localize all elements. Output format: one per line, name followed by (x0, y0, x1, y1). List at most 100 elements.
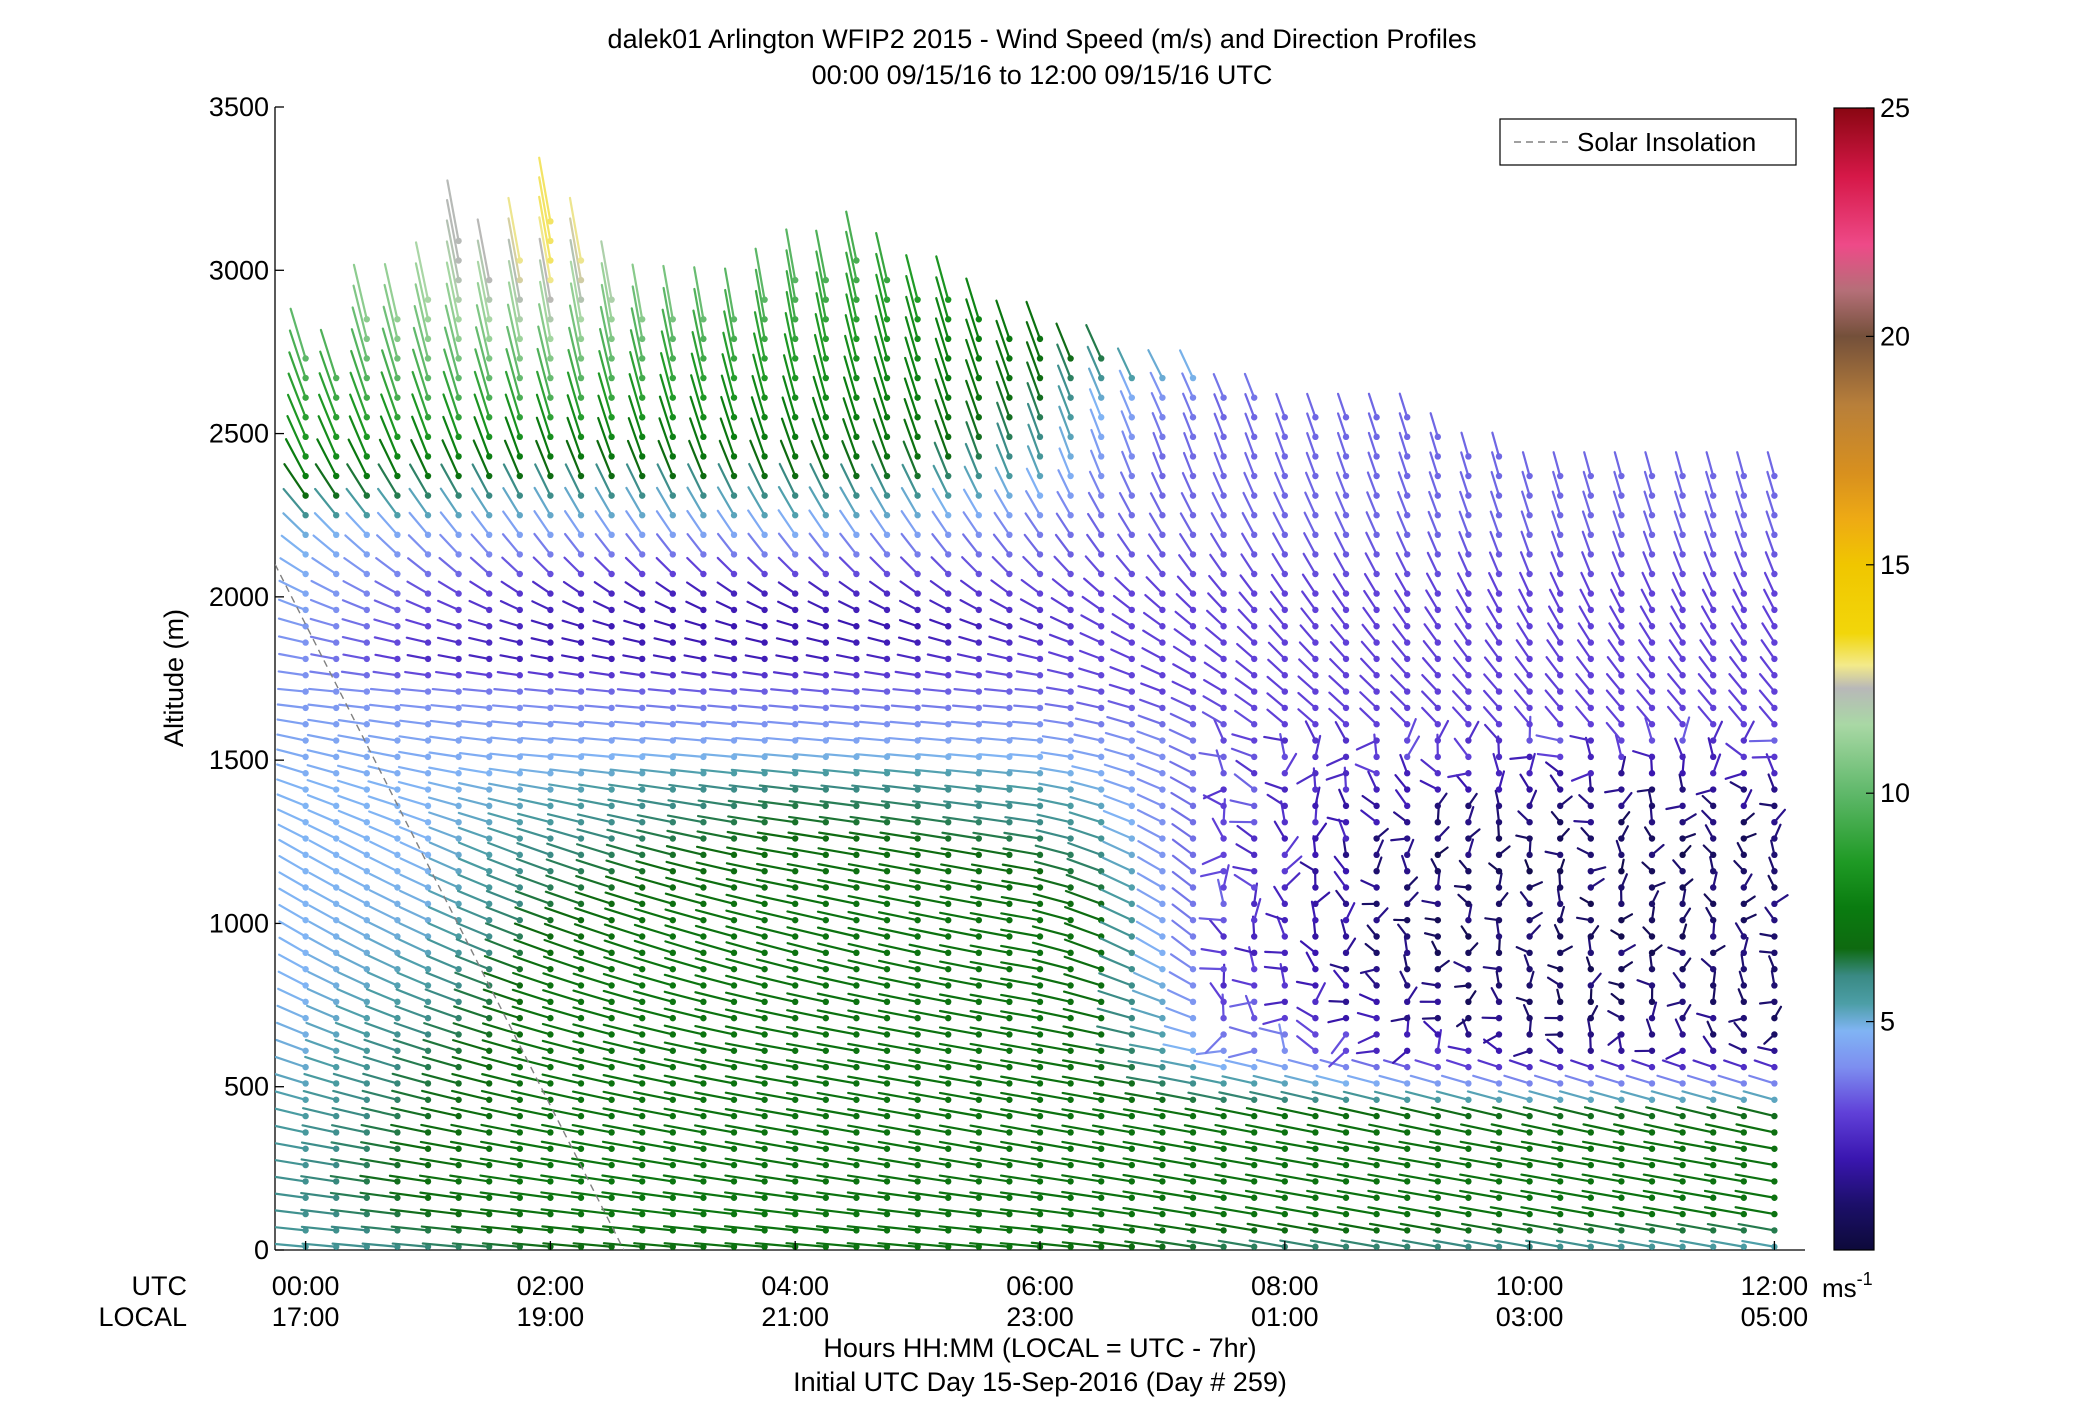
wind-barb-dot (1404, 721, 1411, 728)
wind-barb-dot (1557, 704, 1564, 712)
wind-barb-dot (1495, 900, 1503, 908)
wind-barb (1030, 1241, 1072, 1248)
wind-barb-dot (1679, 1129, 1686, 1136)
wind-barb-dot (1159, 1194, 1166, 1201)
wind-barb (317, 415, 338, 458)
wind-barb (816, 1075, 858, 1085)
wind-barb-dot (1679, 1112, 1686, 1120)
wind-barb (846, 1208, 889, 1216)
wind-barb (1613, 451, 1623, 478)
wind-barb-dot (914, 1096, 921, 1103)
wind-barb (473, 416, 491, 458)
wind-barb-dot (424, 1194, 432, 1201)
wind-barb (1522, 1106, 1562, 1118)
wind-barb (1367, 1140, 1409, 1150)
wind-barb (1203, 678, 1225, 693)
wind-barb (748, 462, 766, 497)
wind-barb (926, 653, 950, 661)
wind-barb (1336, 1189, 1378, 1199)
wind-barb-dot (608, 414, 615, 421)
wind-barb (1136, 904, 1164, 922)
wind-barb-dot (792, 414, 799, 421)
wind-barb-dot (1648, 639, 1656, 646)
wind-barb-dot (1189, 512, 1197, 519)
wind-barb (397, 765, 430, 775)
wind-barb (300, 1225, 338, 1232)
wind-barb (1494, 1239, 1531, 1248)
wind-barb-dot (761, 933, 768, 940)
wind-barb-dot (1312, 1210, 1319, 1218)
wind-barb (815, 1208, 858, 1216)
wind-barb-dot (1128, 374, 1136, 382)
wind-barb-dot (853, 1145, 860, 1152)
wind-barb-dot (486, 355, 493, 362)
wind-barb (693, 1140, 736, 1150)
wind-barb-dot (455, 655, 462, 663)
wind-barb (1263, 735, 1286, 742)
wind-barb (1632, 750, 1654, 758)
wind-barb (465, 671, 491, 677)
wind-barb (755, 894, 797, 905)
wind-barb-dot (424, 1129, 432, 1136)
wind-barb-dot (363, 590, 370, 597)
wind-barb (665, 845, 705, 856)
wind-barb (279, 557, 307, 576)
wind-barb (1636, 673, 1654, 693)
wind-barb (1061, 1075, 1103, 1085)
wind-barb-dot (730, 414, 738, 421)
wind-barb (816, 975, 858, 987)
wind-barb-dot (792, 688, 799, 695)
wind-barb-dot (822, 606, 829, 614)
wind-barb (1178, 554, 1195, 576)
wind-barb (718, 439, 736, 478)
wind-barb (360, 1123, 399, 1134)
wind-barb-dot (302, 1063, 309, 1071)
wind-barb-dot (1006, 414, 1013, 421)
wind-barb-dot (394, 704, 401, 712)
wind-barb-dot (577, 590, 585, 597)
wind-barb-dot (1404, 835, 1411, 842)
wind-barb (1213, 412, 1225, 438)
wind-barb (687, 463, 705, 497)
wind-barb (930, 556, 950, 576)
wind-barb-dot (577, 492, 585, 499)
wind-barb (382, 305, 399, 360)
wind-barb (1275, 1157, 1317, 1167)
wind-barb-dot (455, 802, 462, 810)
wind-barb-dot (1373, 998, 1380, 1006)
wind-barb (814, 313, 827, 360)
wind-barb-dot (1648, 949, 1656, 957)
wind-barb (999, 1225, 1042, 1232)
wind-barb (373, 618, 399, 628)
wind-barb (1334, 531, 1348, 556)
wind-barb (840, 463, 858, 497)
wind-barb (485, 889, 521, 905)
wind-barb-dot (608, 688, 615, 695)
wind-barb-dot (1648, 570, 1656, 578)
wind-barb (363, 1038, 399, 1052)
wind-barb-dot (424, 949, 432, 957)
wind-barb (600, 262, 613, 321)
wind-barb (608, 783, 644, 791)
wind-barb (1284, 1074, 1317, 1085)
wind-barb (453, 988, 491, 1003)
wind-barb-dot (455, 590, 462, 597)
wind-barb-dot (1006, 655, 1013, 663)
wind-barb-dot (302, 655, 309, 663)
wind-barb-dot (1189, 737, 1197, 744)
wind-barb (965, 338, 980, 380)
wind-barb (965, 359, 980, 399)
wind-barb-dot (1710, 867, 1717, 875)
wind-barb (286, 393, 307, 438)
wind-barb (1555, 1239, 1592, 1248)
wind-barb (532, 556, 552, 576)
wind-barb (450, 1106, 491, 1118)
wind-barb (1100, 904, 1133, 922)
wind-barb-dot (547, 551, 554, 558)
wind-barb-dot (455, 1031, 462, 1038)
wind-barb (828, 720, 858, 726)
wind-barb (659, 373, 674, 419)
wind-barb (572, 1040, 613, 1052)
wind-barb (689, 395, 705, 438)
wind-barb (1489, 510, 1501, 536)
